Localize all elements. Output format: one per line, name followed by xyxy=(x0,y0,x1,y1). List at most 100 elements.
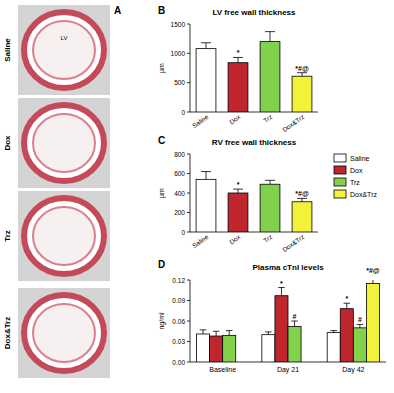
error-bar xyxy=(265,332,272,335)
bar xyxy=(327,333,340,362)
marks xyxy=(197,280,380,362)
error-bar xyxy=(233,189,243,193)
x-tick-label: Dox xyxy=(228,113,242,126)
legend-label: Dox&Trz xyxy=(350,191,377,198)
y-axis-label: µm xyxy=(158,63,166,73)
y-tick xyxy=(187,193,190,194)
error-bar xyxy=(297,73,307,77)
y-tick-label: 500 xyxy=(174,79,185,86)
bar xyxy=(288,326,301,362)
chart: DPlasma cTnI levelsng/ml0.000.030.060.09… xyxy=(158,154,386,374)
y-tick xyxy=(187,173,190,174)
y-tick xyxy=(187,300,190,301)
error-bar xyxy=(357,324,364,327)
bar xyxy=(228,193,248,232)
error-bar xyxy=(201,43,211,49)
y-axis-label: µm xyxy=(158,188,166,198)
y-tick-label: 0 xyxy=(181,229,185,236)
panel-letter: A xyxy=(114,5,121,16)
error-bar xyxy=(344,303,351,308)
significance: # xyxy=(358,316,362,323)
y-tick-label: 0.09 xyxy=(172,297,185,304)
heart-section xyxy=(24,12,104,88)
background xyxy=(0,0,394,393)
significance: *#@ xyxy=(366,267,380,274)
y-tick-label: 1000 xyxy=(171,50,186,57)
significance: # xyxy=(293,313,297,320)
y-axis-label: ng/ml xyxy=(158,312,166,330)
x-tick-label: Day 21 xyxy=(277,366,299,374)
bar xyxy=(228,63,248,112)
error-bar xyxy=(278,288,285,296)
error-bar xyxy=(226,331,233,336)
chart-title: Plasma cTnI levels xyxy=(252,263,324,272)
y-tick xyxy=(187,280,190,281)
figure: SalineDoxTrzDox&TrzLVABLV free wall thic… xyxy=(0,0,394,393)
significance: *#@ xyxy=(295,65,309,72)
heart-section xyxy=(24,295,104,371)
significance: * xyxy=(280,280,283,287)
x-tick-label: Dox&Trz xyxy=(281,113,306,133)
heart-section xyxy=(24,105,104,181)
bar xyxy=(292,76,312,112)
y-tick-label: 0.12 xyxy=(172,277,185,284)
y-tick xyxy=(187,53,190,54)
x-tick-label: Trz xyxy=(262,113,274,124)
y-tick xyxy=(187,24,190,25)
y-tick xyxy=(187,112,190,113)
y-tick-label: 0.03 xyxy=(172,338,185,345)
error-bar xyxy=(233,57,243,62)
panel-letter: C xyxy=(158,135,165,146)
heart-lumen xyxy=(33,207,95,265)
error-bar xyxy=(297,198,307,201)
legend-label: Trz xyxy=(350,179,360,186)
y-tick xyxy=(187,321,190,322)
error-bar xyxy=(200,330,207,334)
significance: *#@ xyxy=(295,190,309,197)
row-label: Trz xyxy=(3,230,12,242)
x-tick-label: Dox&Trz xyxy=(281,233,306,253)
y-tick-label: 1500 xyxy=(171,21,186,28)
row-label: Dox xyxy=(3,135,12,151)
panel-letter: D xyxy=(158,259,165,270)
y-tick-label: 600 xyxy=(174,170,185,177)
row-label: Dox&Trz xyxy=(3,317,12,349)
heart-section xyxy=(24,198,104,274)
y-tick-label: 0 xyxy=(181,109,185,116)
error-bar xyxy=(291,321,298,326)
chart-title: RV free wall thickness xyxy=(212,138,297,147)
y-tick-label: 0.00 xyxy=(172,359,185,366)
image-frame xyxy=(18,98,110,188)
bar xyxy=(223,335,236,362)
y-tick-label: 400 xyxy=(174,190,185,197)
error-bar xyxy=(201,172,211,180)
x-tick-label: Saline xyxy=(191,233,210,249)
y-tick xyxy=(187,341,190,342)
bar xyxy=(196,179,216,232)
legend-swatch xyxy=(334,190,346,198)
significance: * xyxy=(237,181,240,188)
bar xyxy=(353,328,366,362)
legend-swatch xyxy=(334,154,346,162)
bar xyxy=(292,202,312,232)
error-bar xyxy=(265,180,275,184)
image-frame xyxy=(18,191,110,281)
legend-label: Saline xyxy=(350,155,370,162)
panel-letter: B xyxy=(158,5,165,16)
error-bar xyxy=(370,280,377,283)
x-tick-label: Trz xyxy=(262,233,274,244)
error-bar xyxy=(213,331,220,336)
bar xyxy=(366,283,379,362)
x-tick-label: Dox xyxy=(228,233,242,246)
marks xyxy=(196,172,312,232)
x-tick-label: Saline xyxy=(191,113,210,129)
bar xyxy=(210,336,223,362)
bar xyxy=(340,309,353,362)
legend-swatch xyxy=(334,178,346,186)
y-tick-label: 200 xyxy=(174,209,185,216)
significance: * xyxy=(345,295,348,302)
y-tick xyxy=(187,362,190,363)
chart-title: LV free wall thickness xyxy=(213,8,297,17)
x-tick-label: Baseline xyxy=(209,366,236,373)
legend-swatch xyxy=(334,166,346,174)
